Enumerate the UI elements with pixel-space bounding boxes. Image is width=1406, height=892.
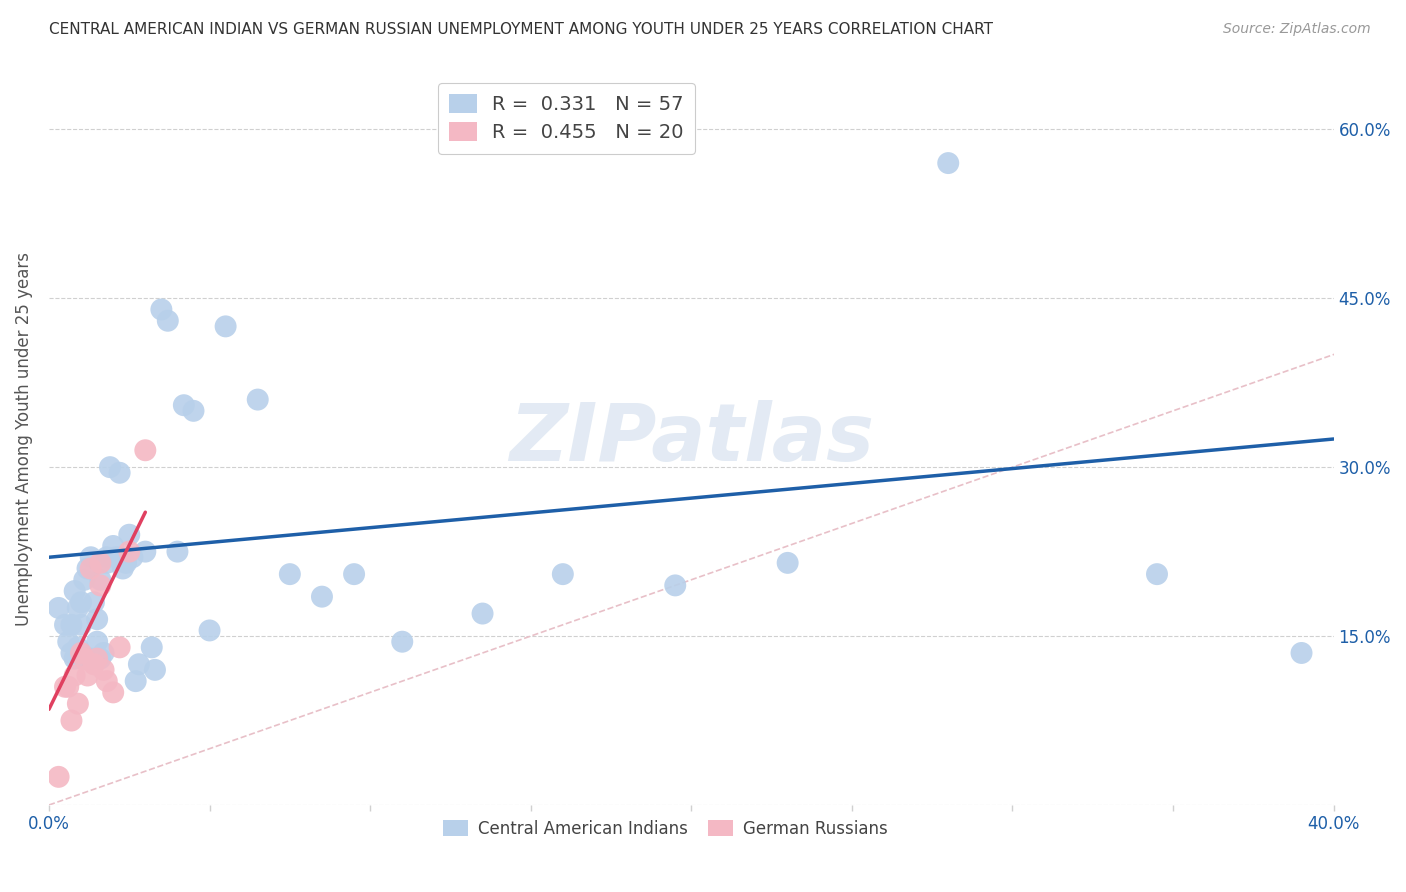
Point bbox=[89, 578, 111, 592]
Point bbox=[103, 539, 125, 553]
Point bbox=[60, 617, 83, 632]
Point bbox=[246, 392, 269, 407]
Point bbox=[98, 460, 121, 475]
Point bbox=[80, 561, 103, 575]
Point bbox=[96, 674, 118, 689]
Point bbox=[89, 651, 111, 665]
Point bbox=[311, 590, 333, 604]
Point bbox=[76, 561, 98, 575]
Point bbox=[111, 561, 134, 575]
Point bbox=[1291, 646, 1313, 660]
Point bbox=[134, 544, 156, 558]
Legend: Central American Indians, German Russians: Central American Indians, German Russian… bbox=[437, 813, 894, 844]
Point bbox=[96, 550, 118, 565]
Point bbox=[1146, 567, 1168, 582]
Point bbox=[86, 612, 108, 626]
Point bbox=[551, 567, 574, 582]
Point bbox=[80, 651, 103, 665]
Point bbox=[150, 302, 173, 317]
Point bbox=[83, 657, 105, 672]
Point bbox=[76, 651, 98, 665]
Point bbox=[53, 680, 76, 694]
Point bbox=[278, 567, 301, 582]
Point bbox=[86, 634, 108, 648]
Point bbox=[60, 714, 83, 728]
Point bbox=[73, 651, 96, 665]
Point bbox=[70, 646, 93, 660]
Point bbox=[66, 601, 89, 615]
Point bbox=[103, 685, 125, 699]
Point bbox=[58, 634, 80, 648]
Point bbox=[70, 595, 93, 609]
Point bbox=[121, 550, 143, 565]
Point bbox=[471, 607, 494, 621]
Point bbox=[125, 674, 148, 689]
Point bbox=[343, 567, 366, 582]
Point bbox=[73, 651, 96, 665]
Point bbox=[166, 544, 188, 558]
Point bbox=[776, 556, 799, 570]
Point bbox=[73, 573, 96, 587]
Point bbox=[134, 443, 156, 458]
Point bbox=[89, 556, 111, 570]
Point bbox=[66, 697, 89, 711]
Point bbox=[86, 651, 108, 665]
Point bbox=[198, 624, 221, 638]
Point bbox=[48, 770, 70, 784]
Y-axis label: Unemployment Among Youth under 25 years: Unemployment Among Youth under 25 years bbox=[15, 252, 32, 626]
Text: Source: ZipAtlas.com: Source: ZipAtlas.com bbox=[1223, 22, 1371, 37]
Point bbox=[48, 601, 70, 615]
Point bbox=[63, 651, 86, 665]
Point bbox=[936, 156, 959, 170]
Point bbox=[108, 640, 131, 655]
Point bbox=[80, 550, 103, 565]
Point bbox=[141, 640, 163, 655]
Point bbox=[58, 680, 80, 694]
Point bbox=[108, 466, 131, 480]
Point bbox=[93, 663, 115, 677]
Point bbox=[76, 668, 98, 682]
Point bbox=[118, 544, 141, 558]
Text: CENTRAL AMERICAN INDIAN VS GERMAN RUSSIAN UNEMPLOYMENT AMONG YOUTH UNDER 25 YEAR: CENTRAL AMERICAN INDIAN VS GERMAN RUSSIA… bbox=[49, 22, 993, 37]
Text: ZIPatlas: ZIPatlas bbox=[509, 400, 873, 478]
Point bbox=[89, 573, 111, 587]
Point bbox=[66, 640, 89, 655]
Point bbox=[664, 578, 686, 592]
Point bbox=[214, 319, 236, 334]
Point bbox=[183, 404, 205, 418]
Point bbox=[70, 617, 93, 632]
Point bbox=[93, 646, 115, 660]
Point bbox=[53, 617, 76, 632]
Point bbox=[173, 398, 195, 412]
Point bbox=[60, 646, 83, 660]
Point bbox=[391, 634, 413, 648]
Point bbox=[115, 556, 138, 570]
Point bbox=[96, 556, 118, 570]
Point bbox=[156, 314, 179, 328]
Point bbox=[63, 668, 86, 682]
Point bbox=[143, 663, 166, 677]
Point bbox=[128, 657, 150, 672]
Point bbox=[118, 527, 141, 541]
Point bbox=[105, 550, 128, 565]
Point bbox=[63, 584, 86, 599]
Point bbox=[83, 595, 105, 609]
